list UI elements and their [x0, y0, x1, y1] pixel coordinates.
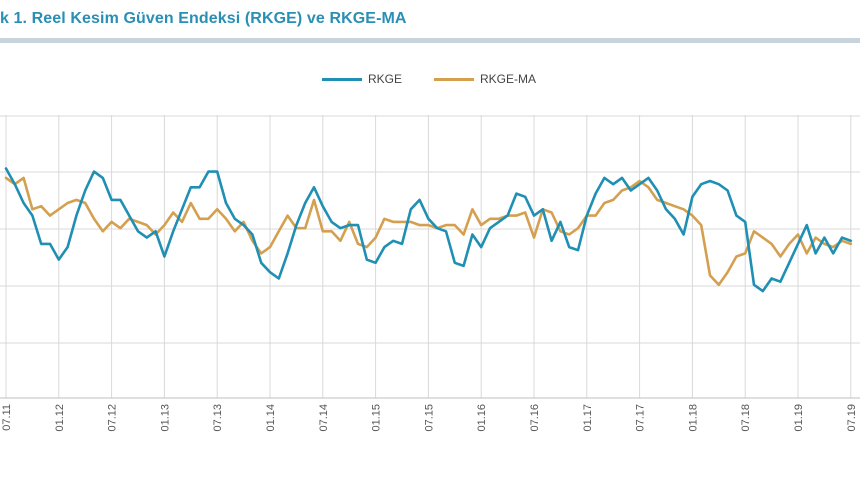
chart-grid: [0, 115, 860, 398]
series-line-rkge: [4, 167, 853, 293]
x-tick-label-01.13: 01.13: [159, 404, 171, 432]
x-tick-label-01.12: 01.12: [54, 404, 66, 432]
x-tick-label-07.18: 07.18: [740, 404, 752, 432]
chart-title: k 1. Reel Kesim Güven Endeksi (RKGE) ve …: [0, 10, 407, 27]
legend-swatch-rkge: [322, 77, 362, 81]
title-divider: [0, 38, 860, 43]
legend-item-rkge: RKGE: [322, 72, 402, 86]
x-tick-label-07.16: 07.16: [529, 404, 541, 432]
x-tick-label-01.16: 01.16: [476, 404, 488, 432]
legend-label-rkge-ma: RKGE-MA: [480, 72, 537, 86]
legend-item-rkge-ma: RKGE-MA: [434, 72, 536, 86]
x-tick-label-07.15: 07.15: [423, 404, 435, 432]
x-tick-label-07.19: 07.19: [846, 404, 858, 432]
x-tick-label-01.17: 01.17: [582, 404, 594, 432]
x-tick-label-07.13: 07.13: [212, 404, 224, 432]
x-tick-label-01.19: 01.19: [793, 404, 805, 432]
x-tick-label-01.15: 01.15: [371, 404, 383, 432]
x-tick-label-07.17: 07.17: [635, 404, 647, 432]
legend-swatch-rkge-ma: [434, 77, 474, 81]
x-tick-label-07.14: 07.14: [318, 404, 330, 432]
x-tick-label-01.18: 01.18: [687, 404, 699, 432]
x-tick-label-07.11: 07.11: [1, 404, 13, 431]
x-tick-labels: 07.11 01.12 07.12 01.13 07.13 01.14 07.14 01.15…: [1, 404, 858, 432]
series-line-rkge-ma: [4, 176, 853, 287]
legend-label-rkge: RKGE: [368, 72, 403, 86]
x-tick-label-07.12: 07.12: [107, 404, 119, 432]
x-tick-label-01.14: 01.14: [265, 404, 277, 432]
chart-series: [4, 167, 853, 293]
